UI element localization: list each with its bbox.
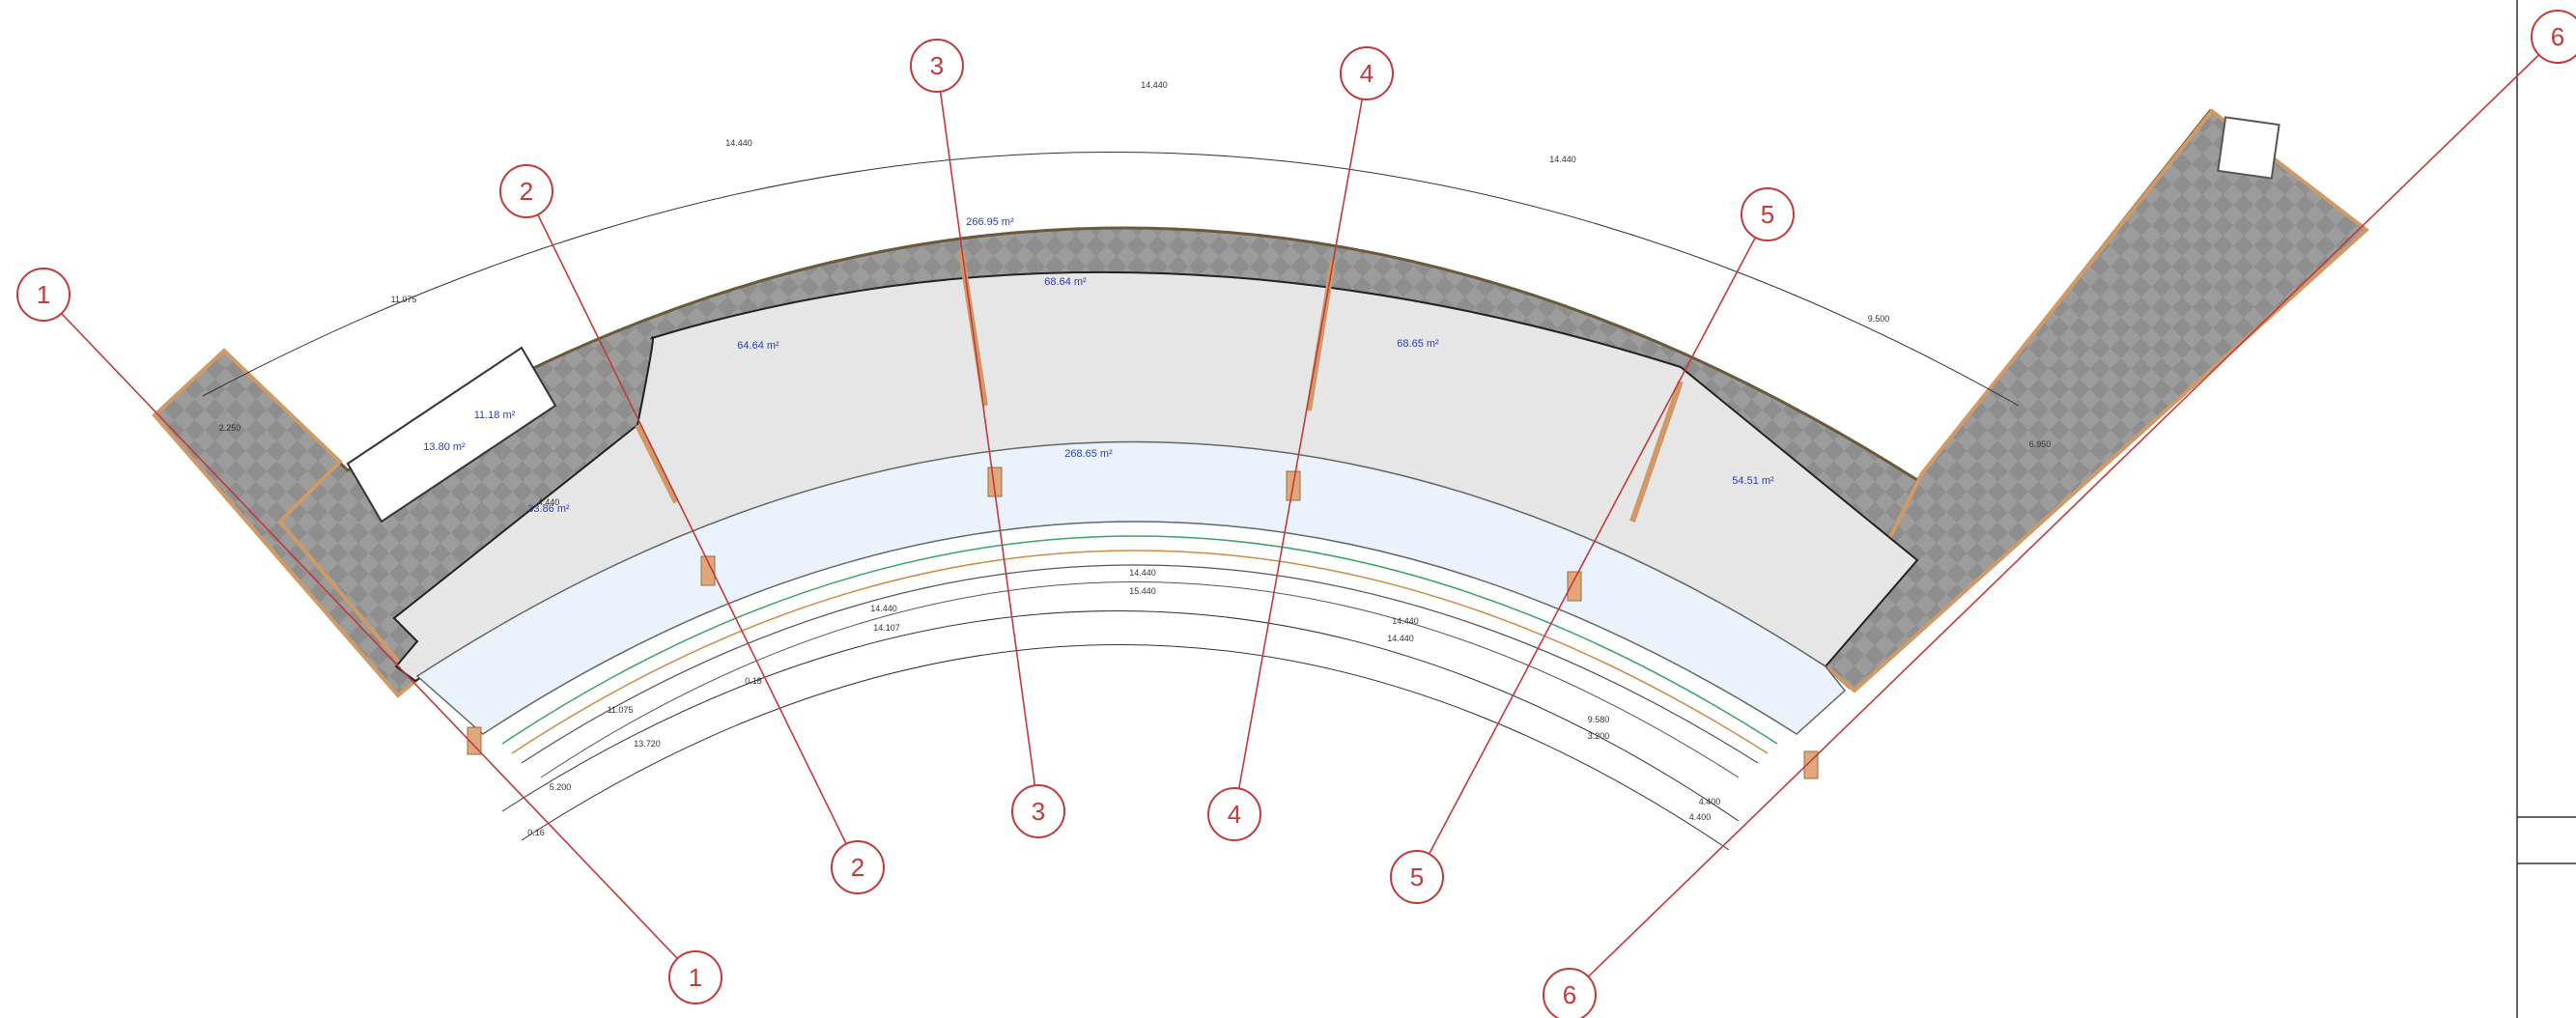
grid-bubble-label: 1 — [689, 963, 702, 992]
grid-line-3 — [936, 65, 1039, 812]
room-area-office: 54.51 m² — [1732, 475, 1774, 487]
grid-bubble-6 — [1543, 968, 1597, 1018]
dim-small: 2.250 — [219, 423, 241, 433]
dim-small: 0.18 — [745, 676, 762, 686]
grid-line-2 — [525, 190, 859, 868]
wc-block — [346, 346, 557, 523]
grid-lines — [42, 36, 2559, 996]
grid-bubble-label: 6 — [2551, 22, 2564, 51]
column — [700, 555, 716, 586]
inner-dimension-arc-2 — [521, 644, 1730, 851]
grid-line-6 — [1569, 36, 2559, 996]
grid-bubble-label: 5 — [1410, 862, 1424, 891]
room-area-wc-2: 13.80 m² — [423, 441, 466, 453]
grid-bubble-label: 2 — [520, 177, 533, 206]
grid-bubble-4 — [1340, 46, 1394, 100]
room-area-a: 33.86 m² — [527, 503, 570, 515]
room-area-gallery: 268.65 m² — [1064, 448, 1113, 460]
dimension-labels: 11.075 14.440 14.440 14.440 9.500 14.440… — [219, 80, 2052, 837]
left-wing — [152, 348, 418, 698]
grid-bubble-label: 4 — [1360, 59, 1373, 88]
grid-bubble-label: 3 — [1032, 797, 1045, 826]
room-area-c: 68.64 m² — [1044, 276, 1087, 288]
dim-inner: 14.440 — [1392, 616, 1419, 626]
skylight — [2217, 116, 2280, 180]
column — [1567, 571, 1582, 602]
room-area-b: 64.64 m² — [737, 340, 779, 352]
dim-small: 4.400 — [1699, 797, 1721, 806]
dim-inner: 9.580 — [1588, 715, 1610, 724]
column — [467, 726, 482, 755]
dim-inner: 11.075 — [608, 705, 634, 715]
dim-small: 0.16 — [527, 828, 545, 837]
gallery-rail-1 — [501, 535, 1778, 745]
room-area-d: 68.65 m² — [1397, 338, 1439, 350]
grid-bubble-2 — [499, 164, 553, 218]
dim-small: 4.440 — [538, 497, 560, 507]
gallery-band — [415, 440, 1847, 735]
room-area-wc-1: 11.18 m² — [474, 410, 516, 421]
gallery-rail-2 — [511, 550, 1769, 754]
dim-outer: 14.440 — [1549, 155, 1576, 164]
dim-outer: 14.440 — [1141, 80, 1168, 90]
room-divider-b — [635, 423, 679, 504]
dim-inner: 13.720 — [634, 739, 661, 749]
grid-bubble-5 — [1390, 850, 1444, 904]
grid-line-5 — [1416, 213, 1769, 878]
right-wing — [1823, 108, 2370, 693]
grid-bubble-label: 1 — [37, 280, 50, 309]
gallery-rail-3 — [521, 564, 1759, 764]
grid-bubble-label: 4 — [1228, 800, 1241, 829]
outer-dimension-arc — [202, 152, 2020, 407]
grid-bubble-3 — [1011, 784, 1065, 838]
dim-small: 4.400 — [1689, 812, 1712, 822]
grid-bubble-label: 5 — [1761, 200, 1774, 229]
dim-outer: 14.440 — [725, 138, 752, 148]
dim-small: 5.200 — [550, 782, 572, 792]
title-block — [2516, 0, 2576, 1018]
grid-bubble-5 — [1741, 187, 1795, 241]
dim-inner: 14.440 — [1129, 568, 1156, 578]
room-labels: 266.95 m² 68.64 m² 64.64 m² 68.65 m² 54.… — [423, 216, 1774, 515]
room-divider-e — [1629, 381, 1684, 523]
grid-bubble-3 — [910, 39, 964, 93]
grid-bubble-4 — [1207, 787, 1261, 841]
room-area-corridor-outer: 266.95 m² — [966, 216, 1014, 228]
grid-bubble-label: 2 — [851, 853, 864, 882]
grid-bubble-1 — [668, 950, 722, 1004]
dim-inner: 14.107 — [873, 623, 900, 633]
dim-inner: 15.440 — [1129, 586, 1156, 596]
dim-outer: 11.075 — [391, 295, 417, 304]
gallery-rail-4 — [540, 581, 1740, 778]
dim-outer: 9.500 — [1868, 314, 1890, 324]
dim-inner: 14.440 — [870, 604, 897, 613]
inner-dimension-arc-1 — [501, 610, 1740, 822]
dim-inner: 14.440 — [1387, 634, 1414, 643]
grid-bubbles: 1 1 2 2 3 3 4 4 5 5 6 6 — [16, 10, 2576, 1018]
grid-line-4 — [1233, 72, 1368, 815]
grid-bubble-label: 3 — [930, 51, 944, 80]
dim-small: 3.200 — [1588, 731, 1610, 741]
grid-bubble-2 — [831, 840, 885, 894]
grid-bubble-label: 6 — [1563, 980, 1576, 1009]
grid-line-1 — [42, 294, 696, 978]
grid-bubble-6 — [2531, 10, 2576, 64]
grid-bubble-1 — [16, 268, 71, 322]
dim-small: 6.950 — [2029, 439, 2052, 449]
